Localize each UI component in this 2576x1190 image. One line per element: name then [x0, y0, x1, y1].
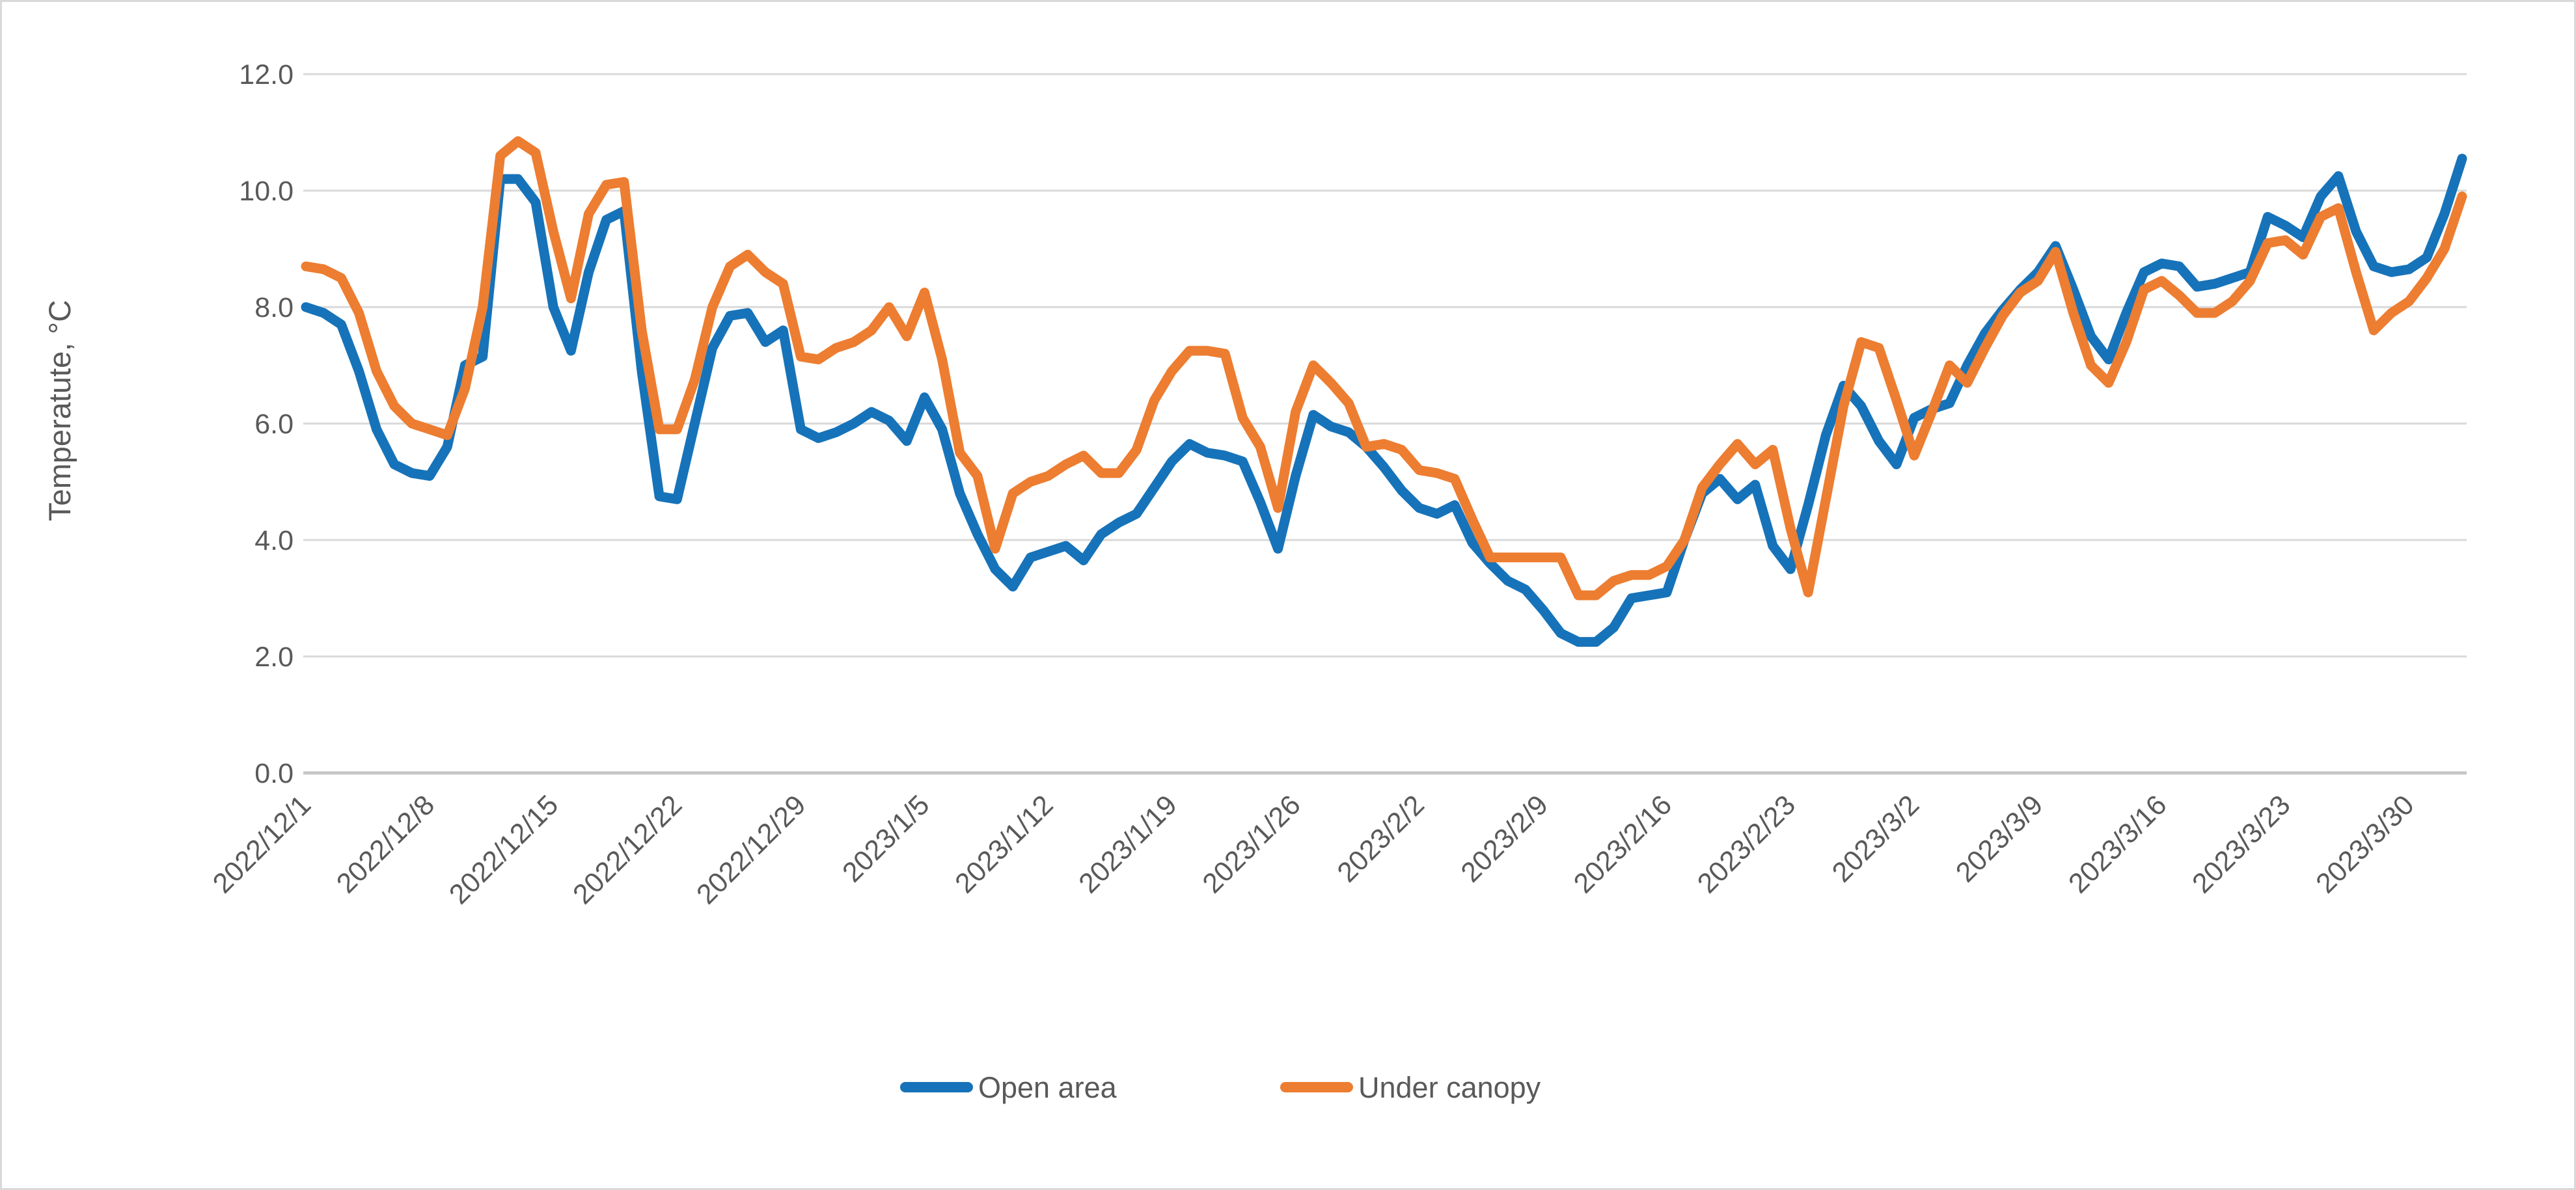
- x-tick-label-2022-12-1: 2022/12/1: [207, 789, 317, 899]
- x-tick-label-2023-3-30: 2023/3/30: [2310, 789, 2420, 899]
- x-tick-label-2023-3-2: 2023/3/2: [1826, 789, 1925, 888]
- y-tick-label-6.0: 6.0: [254, 409, 294, 440]
- y-tick-label-2.0: 2.0: [254, 642, 294, 673]
- x-tick-label-2023-1-26: 2023/1/26: [1197, 789, 1307, 899]
- x-tick-label-2023-1-19: 2023/1/19: [1073, 789, 1183, 899]
- x-tick-label-2023-1-12: 2023/1/12: [949, 789, 1059, 899]
- y-axis-tick-labels: 0.0 2.0 4.0 6.0 8.0 10.0 12.0: [239, 59, 294, 789]
- x-tick-label-2023-2-2: 2023/2/2: [1332, 789, 1431, 888]
- x-tick-label-2023-1-5: 2023/1/5: [836, 789, 935, 888]
- x-tick-label-2023-3-23: 2023/3/23: [2186, 789, 2296, 899]
- x-axis-tick-labels: 2022/12/1 2022/12/8 2022/12/15 2022/12/22 20…: [207, 789, 2420, 910]
- x-tick-label-2023-2-16: 2023/2/16: [1568, 789, 1678, 899]
- x-tick-label-2023-3-16: 2023/3/16: [2062, 789, 2172, 899]
- y-tick-label-0.0: 0.0: [254, 758, 294, 789]
- series-line-open-area: [301, 154, 2467, 647]
- y-tick-label-10.0: 10.0: [239, 176, 294, 207]
- data-series-lines: [301, 136, 2467, 647]
- y-tick-label-8.0: 8.0: [254, 292, 294, 323]
- legend: Open area Under canopy: [900, 1071, 1541, 1104]
- x-tick-label-2022-12-8: 2022/12/8: [331, 789, 441, 899]
- legend-label-under-canopy: Under canopy: [1358, 1071, 1541, 1104]
- y-tick-label-12.0: 12.0: [239, 59, 294, 90]
- legend-label-open-area: Open area: [978, 1071, 1117, 1104]
- x-tick-label-2023-2-9: 2023/2/9: [1455, 789, 1554, 888]
- y-tick-label-4.0: 4.0: [254, 525, 294, 556]
- series-line-under-canopy: [301, 136, 2467, 601]
- x-tick-label-2022-12-22: 2022/12/22: [567, 789, 688, 910]
- x-tick-label-2022-12-15: 2022/12/15: [443, 789, 564, 910]
- gridlines: [303, 73, 2467, 775]
- x-tick-label-2023-3-9: 2023/3/9: [1950, 789, 2049, 888]
- x-tick-label-2023-2-23: 2023/2/23: [1692, 789, 1802, 899]
- y-axis-title: Temperatute, °C: [42, 300, 77, 521]
- x-tick-label-2022-12-29: 2022/12/29: [691, 789, 812, 910]
